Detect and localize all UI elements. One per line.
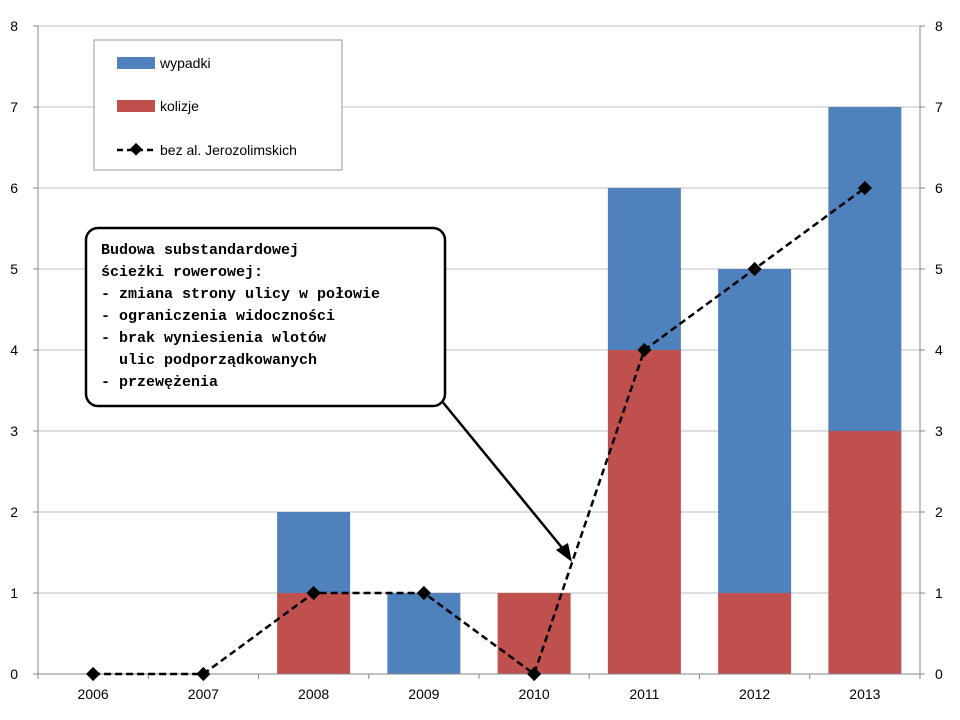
bar-wypadki-2009 bbox=[387, 593, 461, 674]
y-tick-label: 6 bbox=[10, 180, 18, 196]
bar-wypadki-2011 bbox=[607, 188, 681, 350]
y-tick-label: 0 bbox=[10, 666, 18, 682]
y-tick-label: 2 bbox=[10, 504, 18, 520]
y2-tick-label: 2 bbox=[935, 504, 943, 520]
x-tick-label: 2013 bbox=[849, 686, 880, 702]
x-tick-label: 2012 bbox=[739, 686, 770, 702]
y2-tick-label: 3 bbox=[935, 423, 943, 439]
x-tick-label: 2010 bbox=[519, 686, 550, 702]
y2-tick-label: 8 bbox=[935, 18, 943, 34]
line-point-2013 bbox=[857, 180, 872, 196]
bar-kolizje-2010 bbox=[497, 593, 571, 674]
bar-kolizje-2008 bbox=[277, 593, 351, 674]
legend-diamond-marker bbox=[129, 142, 143, 156]
x-tick-label: 2007 bbox=[188, 686, 219, 702]
bar-kolizje-2013 bbox=[828, 431, 902, 674]
line-point-2009 bbox=[416, 585, 431, 601]
y-tick-label: 7 bbox=[10, 99, 18, 115]
annotation-line: - ograniczenia widoczności bbox=[101, 308, 335, 325]
line-point-2010 bbox=[527, 666, 542, 682]
annotation-callout: Budowa substandardowej ścieżki rowerowej:… bbox=[84, 226, 572, 562]
x-tick-label: 2006 bbox=[78, 686, 109, 702]
x-tick-label: 2009 bbox=[408, 686, 439, 702]
y2-tick-label: 6 bbox=[935, 180, 943, 196]
y-tick-label: 1 bbox=[10, 585, 18, 601]
annotation-line: - zmiana strony ulicy w połowie bbox=[101, 286, 380, 303]
y2-tick-label: 0 bbox=[935, 666, 943, 682]
annotation-line: - brak wyniesienia wlotów bbox=[101, 330, 326, 347]
annotation-line: - przewężenia bbox=[101, 374, 218, 391]
x-tick-label: 2008 bbox=[298, 686, 329, 702]
legend-swatch-kolizje bbox=[117, 100, 155, 112]
bar-kolizje-2012 bbox=[718, 593, 792, 674]
line-point-2011 bbox=[637, 342, 652, 358]
arrowhead-icon bbox=[556, 543, 572, 562]
y2-tick-label: 7 bbox=[935, 99, 943, 115]
y2-tick-label: 4 bbox=[935, 342, 943, 358]
legend-label-wypadki: wypadki bbox=[159, 55, 211, 71]
y-tick-label: 5 bbox=[10, 261, 18, 277]
line-point-2007 bbox=[196, 666, 211, 682]
annotation-box bbox=[84, 226, 447, 408]
bar-wypadki-2012 bbox=[718, 269, 792, 593]
legend-label-kolizje: kolizje bbox=[160, 98, 199, 114]
annotation-line: ulic podporządkowanych bbox=[101, 352, 317, 369]
line-bez-al.-Jerozolimskich bbox=[93, 186, 866, 677]
legend: wypadki kolizje bez al. Jerozolimskich bbox=[93, 39, 343, 171]
y-tick-label: 4 bbox=[10, 342, 18, 358]
line-point-2006 bbox=[86, 666, 101, 682]
tick-labels: 0 0 1 1 2 2 3 3 4 4 5 5 6 6 7 7 8 8 2006 2007 2008 2009 2010 20… bbox=[10, 18, 943, 702]
line-point-2008 bbox=[306, 585, 321, 601]
y2-tick-label: 1 bbox=[935, 585, 943, 601]
bars bbox=[277, 107, 902, 674]
bar-kolizje-2011 bbox=[607, 350, 681, 674]
line-series bbox=[86, 180, 872, 682]
y2-tick-label: 5 bbox=[935, 261, 943, 277]
line-point-2012 bbox=[747, 261, 762, 277]
annotation-arrow bbox=[440, 399, 569, 556]
legend-label-line: bez al. Jerozolimskich bbox=[160, 142, 297, 158]
annotation-line: Budowa substandardowej bbox=[101, 242, 299, 259]
y-tick-label: 8 bbox=[10, 18, 18, 34]
bar-wypadki-2013 bbox=[828, 107, 902, 431]
legend-swatch-wypadki bbox=[117, 57, 155, 69]
annotation-line: ścieżki rowerowej: bbox=[101, 264, 263, 281]
x-tick-label: 2011 bbox=[629, 686, 659, 702]
y-tick-label: 3 bbox=[10, 423, 18, 439]
bar-wypadki-2008 bbox=[277, 512, 351, 593]
